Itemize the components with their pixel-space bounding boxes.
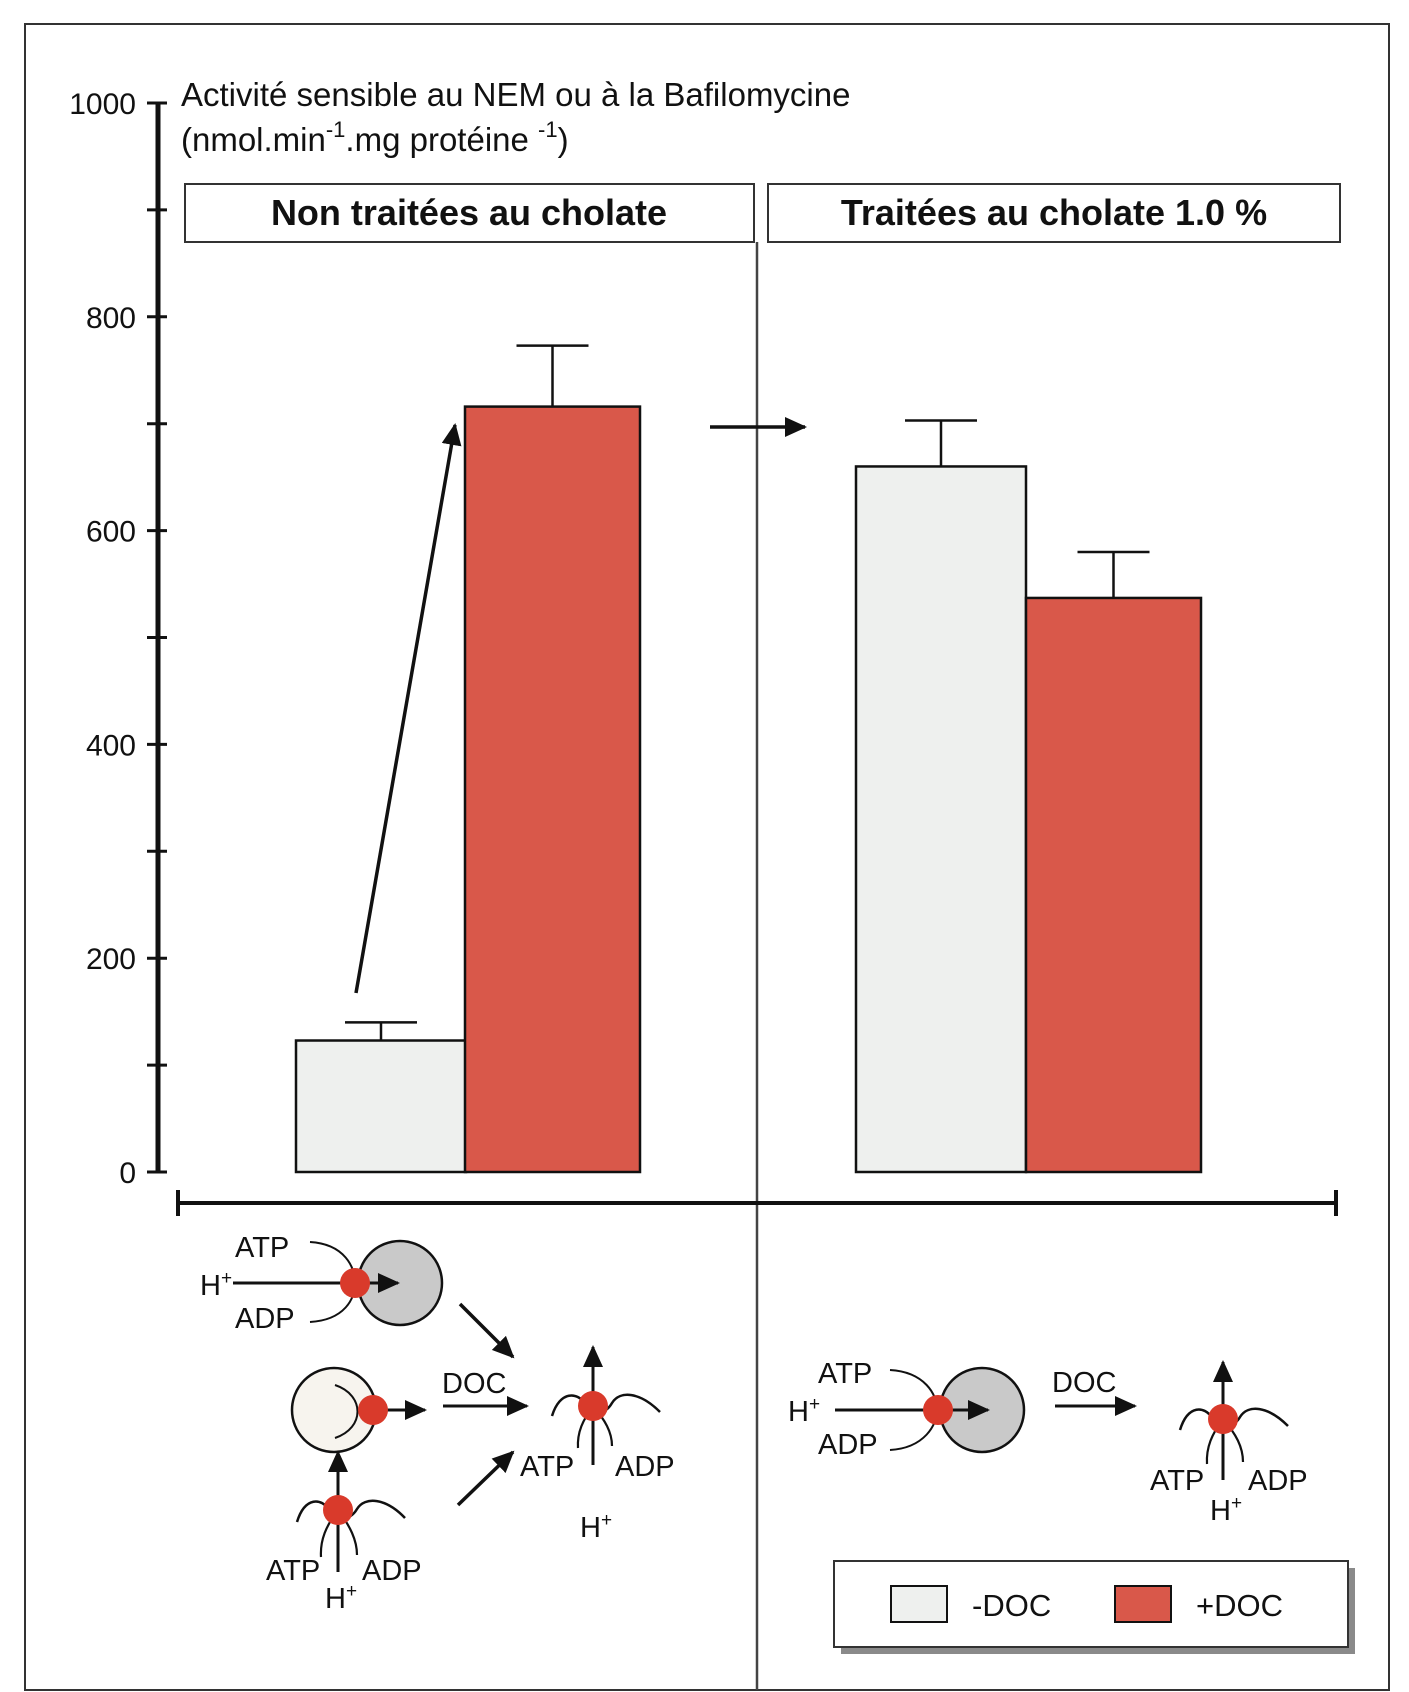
adp-label-5: ADP	[1248, 1465, 1308, 1497]
h-3: H	[325, 1583, 346, 1615]
ylabel-sup-2: -1	[538, 117, 558, 142]
ylabel-part-3: )	[558, 121, 569, 158]
panel-title-left: Non traitées au cholate	[271, 192, 667, 233]
y-axis-title-line2: (nmol.min-1.mg protéine -1)	[181, 117, 569, 158]
ylabel-sup-1: -1	[326, 117, 346, 142]
legend-label-minus-doc: -DOC	[972, 1588, 1051, 1623]
y-tick-label: 0	[119, 1157, 136, 1190]
y-axis-title-line1: Activité sensible au NEM ou à la Bafilom…	[181, 76, 850, 113]
doc-label-right: DOC	[1052, 1367, 1116, 1399]
bar-minus-doc	[296, 1041, 466, 1172]
legend-swatch-plus-doc	[1115, 1586, 1171, 1622]
enzyme-icon-result	[578, 1391, 608, 1421]
h-5: H	[1210, 1495, 1231, 1527]
panel-title-right: Traitées au cholate 1.0 %	[841, 192, 1267, 233]
y-tick-label: 600	[86, 516, 136, 549]
plus-3: +	[346, 1581, 357, 1602]
bar-plus-doc	[1026, 598, 1201, 1172]
plus-2: +	[601, 1510, 612, 1531]
h-1: H	[200, 1270, 221, 1302]
enzyme-icon-right	[923, 1395, 953, 1425]
legend-swatch-minus-doc	[891, 1586, 947, 1622]
atp-label-5: ATP	[1150, 1465, 1204, 1497]
atp-label-1: ATP	[235, 1232, 289, 1264]
atp-label-3: ATP	[266, 1555, 320, 1587]
adp-label-1: ADP	[235, 1303, 295, 1335]
atp-label-4: ATP	[818, 1358, 872, 1390]
y-tick-label: 1000	[69, 88, 136, 121]
ylabel-part-1: (nmol.min	[181, 121, 326, 158]
legend: -DOC +DOC	[834, 1561, 1355, 1654]
enzyme-icon-mid	[358, 1395, 388, 1425]
legend-label-plus-doc: +DOC	[1196, 1588, 1283, 1623]
plus-1: +	[221, 1268, 232, 1289]
y-tick-label: 400	[86, 729, 136, 762]
bar-plus-doc	[465, 407, 640, 1172]
h-2: H	[580, 1512, 601, 1544]
enzyme-icon-top	[340, 1268, 370, 1298]
y-tick-label: 200	[86, 943, 136, 976]
h-4: H	[788, 1396, 809, 1428]
ylabel-part-2: .mg protéine	[345, 121, 538, 158]
plus-5: +	[1231, 1493, 1242, 1514]
y-tick-label: 800	[86, 302, 136, 335]
doc-label-left: DOC	[442, 1368, 506, 1400]
adp-label-2: ADP	[615, 1451, 675, 1483]
enzyme-icon-result-right	[1208, 1404, 1238, 1434]
adp-label-3: ADP	[362, 1555, 422, 1587]
atp-label-2: ATP	[520, 1451, 574, 1483]
adp-label-4: ADP	[818, 1429, 878, 1461]
enzyme-icon-source	[323, 1495, 353, 1525]
bar-minus-doc	[856, 466, 1026, 1172]
plus-4: +	[809, 1394, 820, 1415]
